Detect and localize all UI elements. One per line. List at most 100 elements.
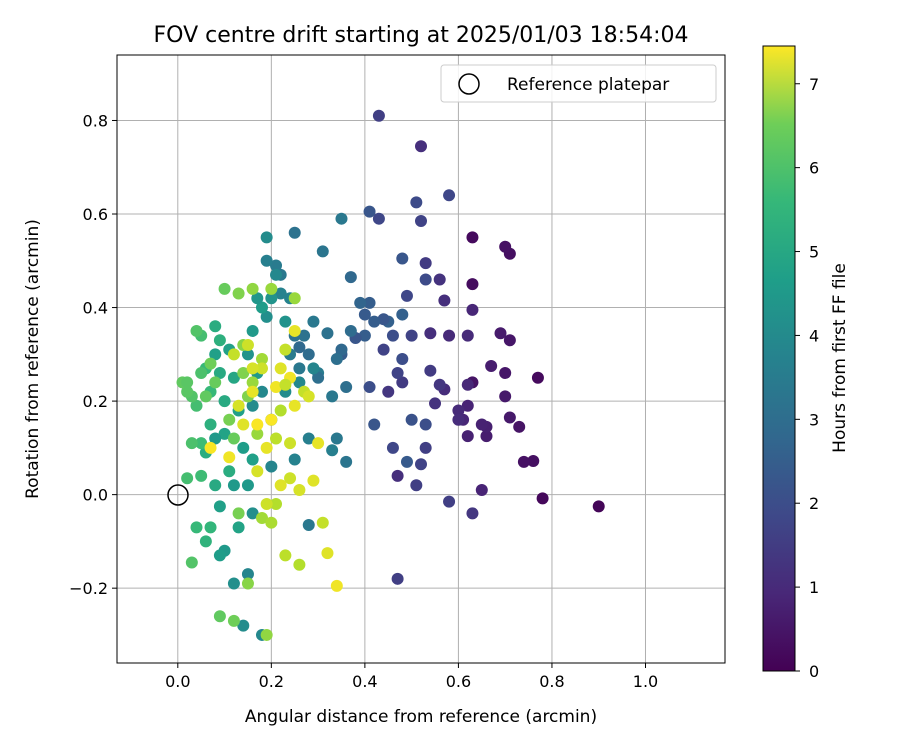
x-tick-label: 0.0 — [165, 672, 190, 691]
data-point — [326, 390, 339, 403]
data-point — [330, 579, 343, 592]
data-point — [372, 109, 385, 122]
legend: Reference platepar — [440, 64, 717, 103]
data-point — [293, 558, 306, 571]
data-point — [536, 492, 549, 505]
data-point — [410, 196, 423, 209]
data-point — [209, 348, 222, 361]
x-tick-label: 1.0 — [633, 672, 658, 691]
data-point — [274, 479, 287, 492]
data-point — [209, 432, 222, 445]
colorbar-tick-label: 7 — [809, 75, 819, 94]
data-point — [475, 483, 488, 496]
data-point — [199, 535, 212, 548]
data-point — [377, 313, 390, 326]
data-point — [232, 287, 245, 300]
data-point — [419, 441, 432, 454]
data-point — [213, 367, 226, 380]
data-point — [181, 385, 194, 398]
data-point — [260, 231, 273, 244]
data-point — [270, 259, 283, 272]
y-tick-label: 0.6 — [83, 205, 108, 224]
data-point — [307, 474, 320, 487]
x-tick-label: 0.6 — [446, 672, 471, 691]
data-point — [204, 521, 217, 534]
data-point — [246, 324, 259, 337]
grid-lines — [117, 55, 725, 663]
data-point — [438, 294, 451, 307]
data-point — [260, 628, 273, 641]
data-point — [386, 329, 399, 342]
data-point — [503, 334, 516, 347]
data-point — [372, 212, 385, 225]
data-point — [321, 327, 334, 340]
y-tick-label: 0.2 — [83, 392, 108, 411]
data-point — [443, 189, 456, 202]
data-point — [368, 418, 381, 431]
data-point — [344, 271, 357, 284]
data-point — [251, 292, 264, 305]
data-point — [185, 437, 198, 450]
data-point — [241, 479, 254, 492]
data-point — [251, 465, 264, 478]
data-point — [265, 460, 278, 473]
data-point — [213, 500, 226, 513]
data-point — [312, 437, 325, 450]
data-point — [223, 451, 236, 464]
data-point — [232, 399, 245, 412]
data-point — [335, 343, 348, 356]
data-point — [246, 453, 259, 466]
data-point — [251, 427, 264, 440]
data-point — [531, 371, 544, 384]
data-point — [251, 418, 264, 431]
data-point — [298, 329, 311, 342]
plot-frame — [116, 54, 726, 664]
x-axis-ticks: 0.0 0.2 0.4 0.6 0.8 1.0 — [165, 663, 658, 691]
data-point — [302, 348, 315, 361]
data-point — [274, 404, 287, 417]
data-point — [204, 441, 217, 454]
data-point — [279, 549, 292, 562]
data-point — [237, 441, 250, 454]
data-point — [209, 376, 222, 389]
data-point — [255, 353, 268, 365]
data-point — [424, 364, 437, 377]
data-point — [400, 289, 413, 302]
data-point — [270, 268, 283, 281]
data-point — [312, 371, 325, 384]
data-point — [396, 353, 409, 365]
data-point — [246, 282, 259, 295]
data-point — [270, 432, 283, 445]
data-point — [307, 315, 320, 328]
colorbar-tick-label: 2 — [809, 494, 819, 513]
data-point — [265, 282, 278, 295]
data-point — [293, 483, 306, 496]
data-point — [288, 453, 301, 466]
data-point — [255, 512, 268, 525]
data-point — [321, 547, 334, 560]
data-point — [255, 301, 268, 314]
data-point — [368, 315, 381, 328]
data-point — [223, 465, 236, 478]
data-point — [443, 329, 456, 342]
data-point — [316, 516, 329, 529]
data-point — [499, 390, 512, 403]
data-point — [354, 296, 367, 309]
y-tick-label: 0.8 — [83, 111, 108, 130]
data-point — [340, 455, 353, 468]
data-point — [316, 245, 329, 258]
data-point — [494, 327, 507, 340]
data-point — [270, 381, 283, 394]
colorbar-tick-label: 1 — [809, 578, 819, 597]
data-point — [209, 479, 222, 492]
data-point — [396, 252, 409, 265]
data-point — [237, 418, 250, 431]
data-point — [288, 324, 301, 337]
x-tick-label: 0.4 — [352, 672, 377, 691]
data-point — [466, 303, 479, 316]
data-point — [592, 500, 605, 513]
data-point — [288, 399, 301, 412]
data-point — [195, 367, 208, 380]
data-point — [260, 497, 273, 510]
data-point — [485, 360, 498, 373]
